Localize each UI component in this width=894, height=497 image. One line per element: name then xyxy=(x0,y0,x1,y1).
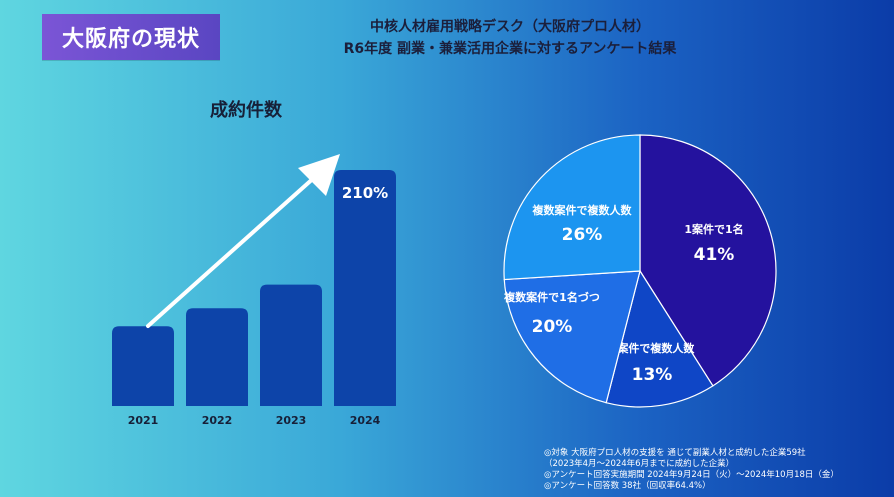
footnote-2: （2023年4月〜2024年6月までに成約した企業） xyxy=(544,459,735,469)
pie-label-20: 複数案件で1名づつ xyxy=(503,290,600,304)
pie-label-13: 1案件で複数人数 xyxy=(610,341,696,355)
bar-chart-title: 成約件数 xyxy=(210,100,282,121)
pie-label-41: 1案件で1名 xyxy=(684,222,743,236)
pie-label-26: 複数案件で複数人数 xyxy=(532,203,633,217)
x-tick-2022: 2022 xyxy=(202,414,233,427)
pie-value-20: 20% xyxy=(532,317,573,337)
x-tick-2024: 2024 xyxy=(350,414,381,427)
footnotes: ◎対象 大阪府プロ人材の支援を 通じて副業人材と成約した企業59社 （2023年… xyxy=(544,448,889,492)
header-line-2: R6年度 副業・兼業活用企業に対するアンケート結果 xyxy=(343,41,677,57)
header-line-1: 中核人材雇用戦略デスク（大阪府プロ人材） xyxy=(370,19,650,35)
footnote-1: ◎対象 大阪府プロ人材の支援を 通じて副業人材と成約した企業59社 xyxy=(544,448,806,458)
bar-2023 xyxy=(260,284,322,406)
pie-slice-41 xyxy=(639,134,777,387)
x-tick-2023: 2023 xyxy=(276,414,307,427)
bar-2021 xyxy=(112,326,174,406)
pie-slice-26 xyxy=(503,134,641,281)
x-tick-2021: 2021 xyxy=(128,414,159,427)
pie-slice-20 xyxy=(503,270,641,404)
pie-slice-13 xyxy=(605,269,714,408)
bar-2024 xyxy=(334,170,396,406)
trend-arrow-head xyxy=(298,154,340,196)
footnote-3: ◎アンケート回答実施期間 2024年9月24日（火）〜2024年10月18日（金… xyxy=(544,470,839,480)
section-badge: 大阪府の現状 xyxy=(42,14,220,60)
pie-value-26: 26% xyxy=(562,225,603,245)
pie-value-13: 13% xyxy=(632,365,673,385)
pie-value-41: 41% xyxy=(694,245,735,265)
trend-arrow-shaft xyxy=(146,174,318,328)
footnote-4: ◎アンケート回答数 38社（回収率64.4%） xyxy=(544,481,711,491)
bar-label-2024: 210% xyxy=(342,184,388,202)
bar-2022 xyxy=(186,308,248,406)
